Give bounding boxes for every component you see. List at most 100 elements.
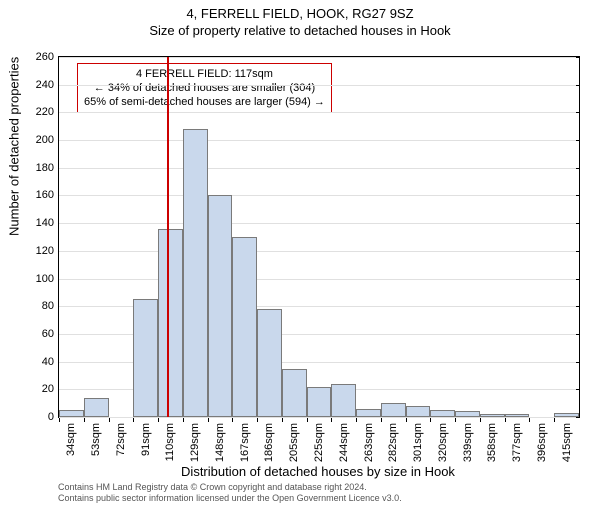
ytick-mark bbox=[576, 57, 580, 58]
xtick-label: 415sqm bbox=[561, 423, 573, 462]
histogram-bar bbox=[554, 413, 579, 417]
histogram-bar bbox=[257, 309, 282, 417]
xtick-label: 148sqm bbox=[214, 423, 226, 462]
ytick-label: 180 bbox=[36, 162, 54, 174]
ytick-label: 0 bbox=[48, 411, 54, 423]
xtick-mark bbox=[554, 418, 555, 422]
gridline bbox=[59, 57, 579, 58]
xtick-label: 377sqm bbox=[511, 423, 523, 462]
footer-attribution: Contains HM Land Registry data © Crown c… bbox=[58, 482, 402, 504]
histogram-bar bbox=[59, 410, 84, 417]
gridline bbox=[59, 112, 579, 113]
xtick-mark bbox=[406, 418, 407, 422]
xtick-mark bbox=[307, 418, 308, 422]
annotation-box: 4 FERRELL FIELD: 117sqm ← 34% of detache… bbox=[77, 63, 332, 113]
ytick-mark bbox=[576, 279, 580, 280]
xtick-label: 205sqm bbox=[288, 423, 300, 462]
xtick-label: 129sqm bbox=[189, 423, 201, 462]
ytick-mark bbox=[576, 168, 580, 169]
annotation-line1: 4 FERRELL FIELD: 117sqm bbox=[84, 67, 325, 81]
ytick-label: 200 bbox=[36, 134, 54, 146]
histogram-bar bbox=[307, 387, 332, 417]
ytick-label: 260 bbox=[36, 51, 54, 63]
gridline bbox=[59, 195, 579, 196]
ytick-label: 120 bbox=[36, 245, 54, 257]
footer-line1: Contains HM Land Registry data © Crown c… bbox=[58, 482, 402, 493]
gridline bbox=[59, 223, 579, 224]
ytick-label: 240 bbox=[36, 79, 54, 91]
histogram-bar bbox=[158, 229, 183, 417]
chart-title-main: 4, FERRELL FIELD, HOOK, RG27 9SZ bbox=[0, 6, 600, 21]
gridline bbox=[59, 140, 579, 141]
ytick-label: 140 bbox=[36, 217, 54, 229]
annotation-line3: 65% of semi-detached houses are larger (… bbox=[84, 95, 325, 109]
xtick-mark bbox=[257, 418, 258, 422]
footer-line2: Contains public sector information licen… bbox=[58, 493, 402, 504]
ytick-mark bbox=[576, 140, 580, 141]
xtick-label: 339sqm bbox=[462, 423, 474, 462]
ytick-mark bbox=[576, 334, 580, 335]
xtick-mark bbox=[282, 418, 283, 422]
ytick-mark bbox=[576, 251, 580, 252]
ytick-label: 60 bbox=[42, 328, 54, 340]
xtick-label: 91sqm bbox=[140, 423, 152, 456]
xtick-label: 358sqm bbox=[486, 423, 498, 462]
annotation-line2: ← 34% of detached houses are smaller (30… bbox=[84, 81, 325, 95]
histogram-bar bbox=[84, 398, 109, 417]
ytick-label: 20 bbox=[42, 383, 54, 395]
gridline bbox=[59, 251, 579, 252]
ytick-mark bbox=[576, 417, 580, 418]
ytick-mark bbox=[576, 362, 580, 363]
ytick-label: 40 bbox=[42, 356, 54, 368]
xtick-mark bbox=[84, 418, 85, 422]
chart-container: 4, FERRELL FIELD, HOOK, RG27 9SZ Size of… bbox=[0, 6, 600, 506]
xtick-label: 244sqm bbox=[338, 423, 350, 462]
y-axis-label: Number of detached properties bbox=[7, 57, 22, 236]
xtick-label: 396sqm bbox=[536, 423, 548, 462]
xtick-mark bbox=[356, 418, 357, 422]
histogram-bar bbox=[480, 414, 505, 417]
xtick-label: 225sqm bbox=[313, 423, 325, 462]
xtick-mark bbox=[109, 418, 110, 422]
histogram-bar bbox=[331, 384, 356, 417]
xtick-mark bbox=[133, 418, 134, 422]
histogram-bar bbox=[406, 406, 431, 417]
gridline bbox=[59, 168, 579, 169]
gridline bbox=[59, 417, 579, 418]
xtick-mark bbox=[381, 418, 382, 422]
xtick-mark bbox=[158, 418, 159, 422]
histogram-bar bbox=[282, 369, 307, 417]
chart-title-sub: Size of property relative to detached ho… bbox=[0, 23, 600, 38]
histogram-bar bbox=[505, 414, 530, 417]
xtick-label: 167sqm bbox=[239, 423, 251, 462]
ytick-mark bbox=[576, 223, 580, 224]
xtick-mark bbox=[480, 418, 481, 422]
ytick-mark bbox=[576, 195, 580, 196]
xtick-mark bbox=[232, 418, 233, 422]
xtick-label: 320sqm bbox=[437, 423, 449, 462]
xtick-label: 110sqm bbox=[164, 423, 176, 461]
gridline bbox=[59, 85, 579, 86]
xtick-mark bbox=[455, 418, 456, 422]
xtick-label: 34sqm bbox=[65, 423, 77, 456]
xtick-label: 301sqm bbox=[412, 423, 424, 462]
xtick-mark bbox=[529, 418, 530, 422]
xtick-mark bbox=[183, 418, 184, 422]
xtick-label: 72sqm bbox=[115, 423, 127, 456]
xtick-mark bbox=[331, 418, 332, 422]
xtick-label: 186sqm bbox=[263, 423, 275, 462]
ytick-mark bbox=[576, 389, 580, 390]
histogram-bar bbox=[430, 410, 455, 417]
ytick-label: 100 bbox=[36, 273, 54, 285]
histogram-bar bbox=[133, 299, 158, 417]
histogram-bar bbox=[232, 237, 257, 417]
histogram-bar bbox=[208, 195, 233, 417]
ytick-label: 160 bbox=[36, 189, 54, 201]
xtick-mark bbox=[59, 418, 60, 422]
xtick-mark bbox=[430, 418, 431, 422]
xtick-label: 282sqm bbox=[387, 423, 399, 462]
xtick-label: 263sqm bbox=[363, 423, 375, 462]
histogram-bar bbox=[381, 403, 406, 417]
ytick-mark bbox=[576, 112, 580, 113]
ytick-label: 220 bbox=[36, 106, 54, 118]
